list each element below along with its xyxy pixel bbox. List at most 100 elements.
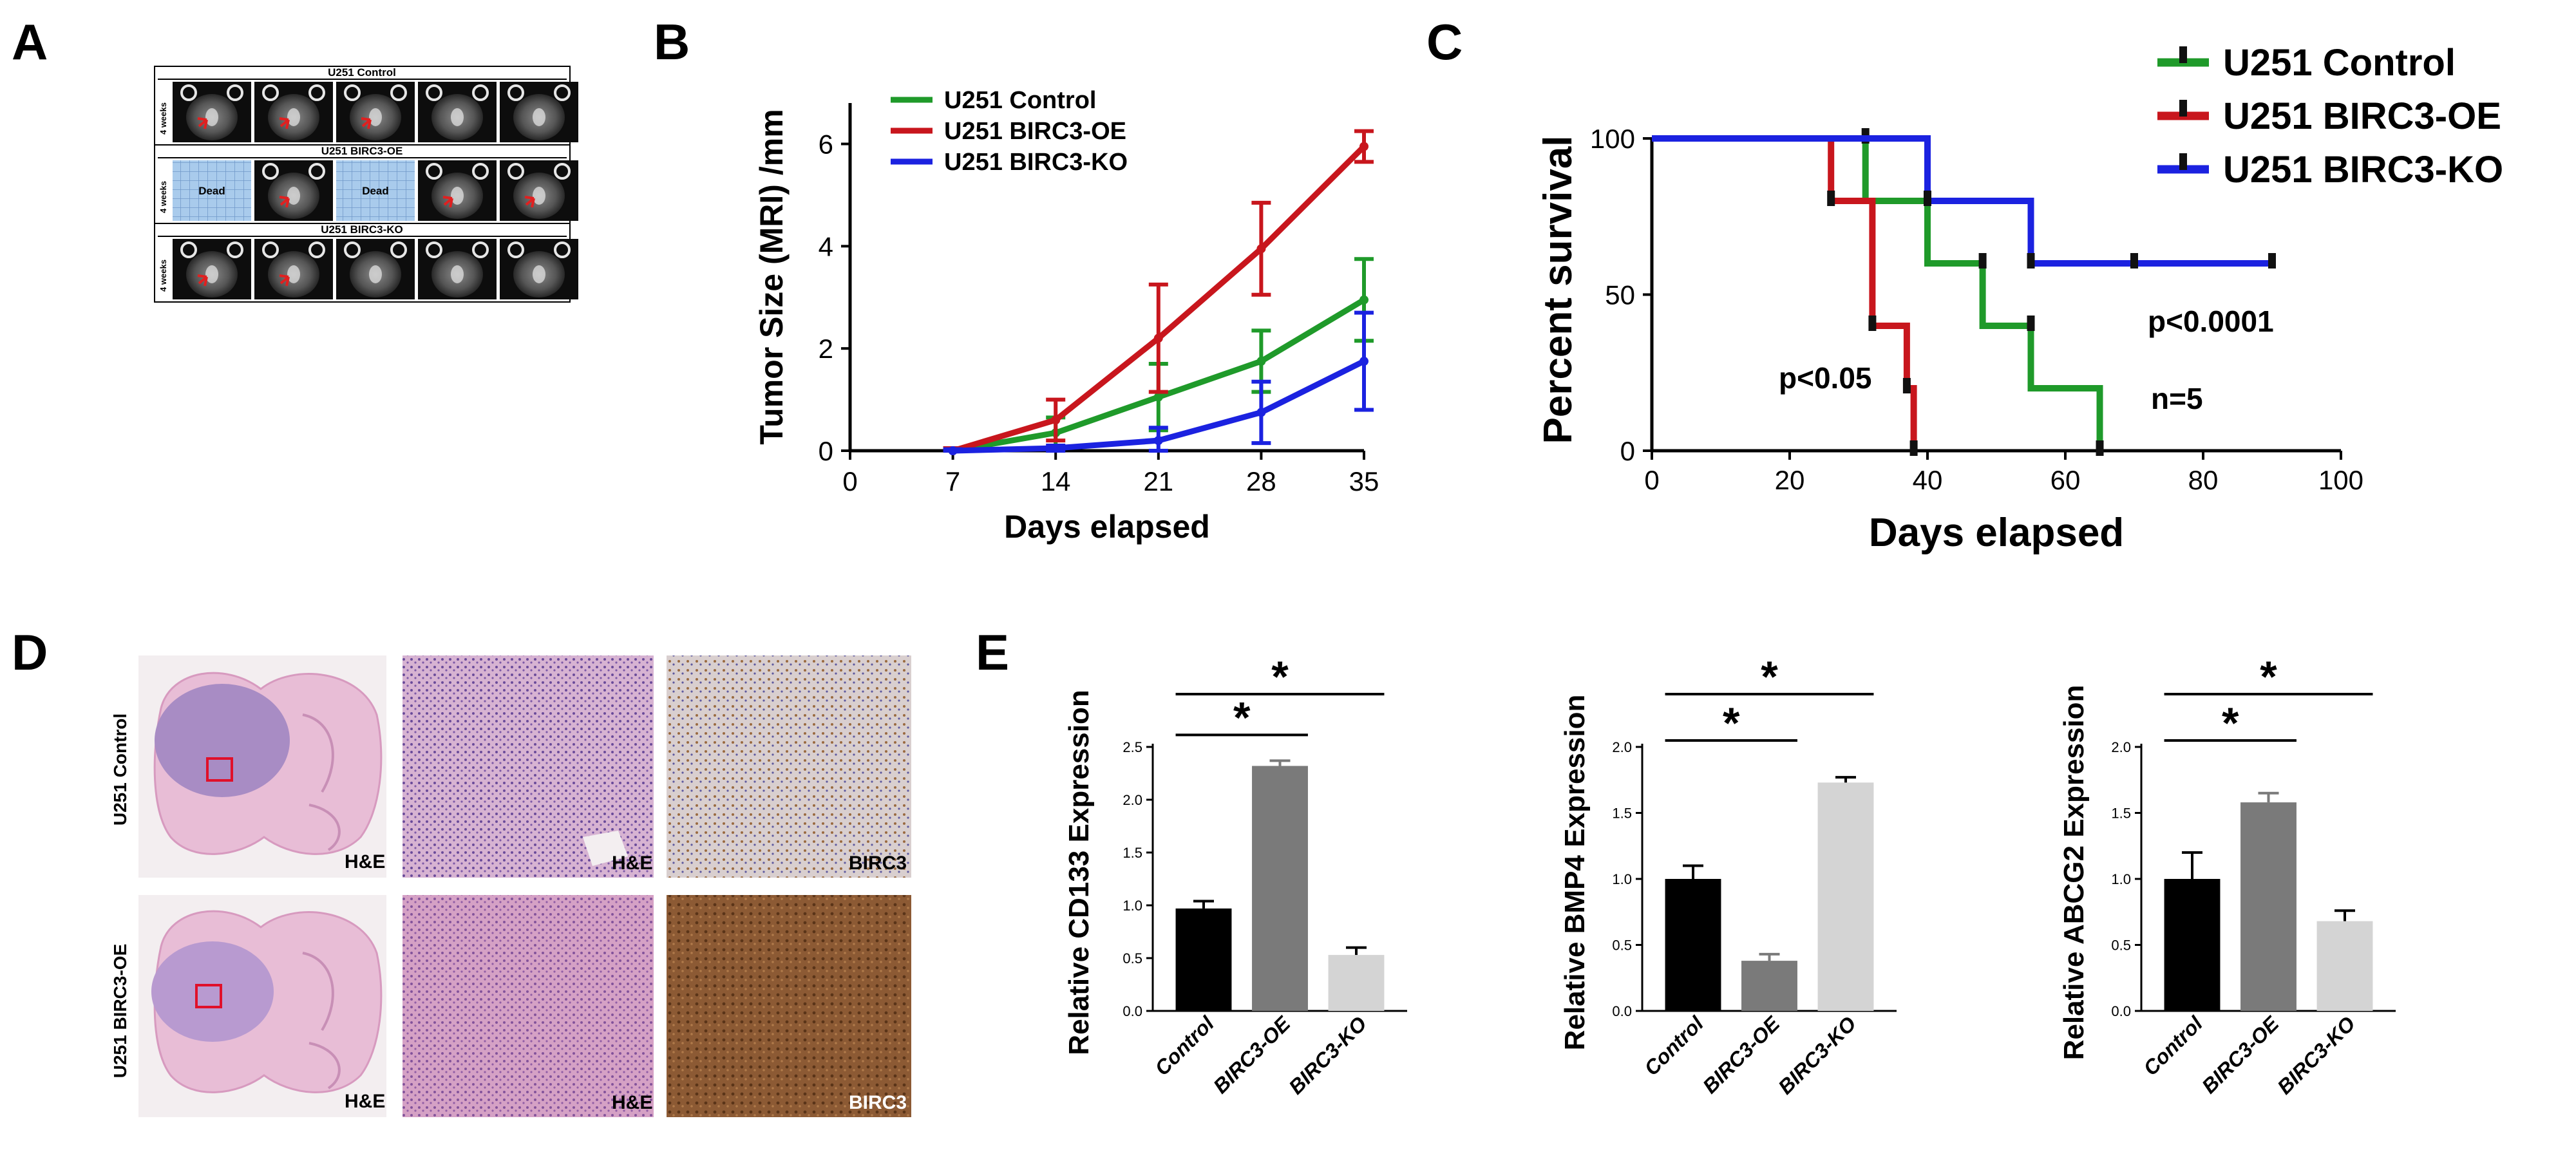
mri-row-title: U251 BIRC3-OE [321, 145, 403, 157]
y-tick-label: 2.5 [1122, 739, 1142, 755]
zoom-stain-label: BIRC3 [849, 1092, 907, 1113]
y-tick-label: 0.0 [2111, 1003, 2131, 1019]
tumor-arrow-icon [197, 274, 208, 287]
category-label: BIRC3-KO [2273, 1012, 2360, 1098]
legend-label-oe: U251 BIRC3-OE [944, 118, 1126, 145]
mri-eye-left [180, 241, 197, 258]
censor-mark [1978, 253, 1987, 269]
mri-eye-right [308, 163, 325, 180]
birc3-zoom-image [667, 655, 911, 878]
annotation-n: n=5 [2151, 382, 2203, 415]
he-slice-oe: H&E [138, 895, 386, 1117]
mri-eye-left [344, 241, 361, 258]
x-tick-label: 0 [842, 466, 857, 496]
data-point [1256, 408, 1266, 417]
y-tick-label: 6 [819, 129, 833, 160]
y-tick-label: 50 [1605, 280, 1635, 310]
panel-label-d: D [12, 624, 48, 681]
data-point [1153, 392, 1163, 402]
mri-eye-right [308, 84, 325, 101]
tumor-arrow-icon [442, 196, 453, 208]
x-axis-label: Days elapsed [1869, 511, 2124, 555]
panel-label-a: A [12, 14, 48, 70]
mri-eye-right [472, 84, 489, 101]
y-tick-label: 2.0 [1122, 792, 1142, 808]
mri-ventricle [205, 108, 218, 126]
mri-eye-left [426, 241, 442, 258]
birc3-zoom-image [667, 895, 911, 1117]
data-point [1153, 436, 1163, 446]
tumor-arrow-icon [279, 196, 290, 208]
mri-ventricle [451, 108, 464, 126]
x-tick-label: 21 [1143, 466, 1173, 496]
y-tick-label: 0.5 [1122, 950, 1142, 966]
slice-stain-label: H&E [345, 1091, 385, 1112]
y-tick-label: 1.0 [1122, 898, 1142, 914]
histology-grid: U251 Control U251 BIRC3-OE H&E H&E H&E [110, 655, 911, 1117]
tumor-mass [151, 941, 274, 1042]
mri-ventricle [287, 187, 300, 205]
annotation-p-ko: p<0.0001 [2148, 305, 2274, 338]
hippocampus-outline [302, 952, 341, 1089]
y-tick-label: 1.5 [1612, 806, 1632, 822]
zoom-box [195, 984, 222, 1008]
legend-censor-control [2179, 46, 2187, 63]
birc3-zoom-oe: BIRC3 [667, 895, 911, 1117]
mri-eye-right [554, 84, 571, 101]
mri-eye-left [507, 84, 524, 101]
mri-eye-left [507, 241, 524, 258]
bar [1741, 961, 1797, 1011]
category-label: BIRC3-KO [1284, 1012, 1371, 1098]
legend-label-oe: U251 BIRC3-OE [2223, 95, 2501, 137]
data-point [1359, 357, 1368, 366]
censor-mark [2027, 253, 2035, 269]
dead-label: Dead [198, 185, 225, 197]
birc3-zoom-control: BIRC3 [667, 655, 911, 878]
y-axis-label: Relative CD133 Expression [1063, 690, 1095, 1055]
censor-mark [1902, 378, 1911, 393]
bar [1175, 908, 1232, 1011]
he-zoom-oe: H&E [402, 895, 654, 1117]
annotation-p-oe: p<0.05 [1779, 361, 1872, 395]
significance-star: * [2222, 699, 2239, 748]
y-tick-label: 0 [1620, 436, 1635, 466]
tumor-arrow-icon [279, 117, 290, 129]
tumor-arrow-icon [524, 196, 535, 208]
survival-chart: Percent survival Days elapsed 0 20 40 60 80 1… [1536, 42, 2503, 555]
y-axis-label: Relative BMP4 Expression [1559, 695, 1591, 1051]
mri-eye-left [426, 163, 442, 180]
y-axis-label: Tumor Size (MRI) /mm [753, 109, 790, 444]
mri-eye-left [507, 163, 524, 180]
y-tick-label: 1.5 [1122, 845, 1142, 861]
significance-star: * [2260, 652, 2277, 701]
mri-row-title: U251 BIRC3-KO [321, 223, 403, 236]
data-point [1359, 295, 1368, 305]
mri-ventricle [287, 108, 300, 126]
data-point [1256, 357, 1266, 366]
category-label: BIRC3-OE [1698, 1011, 1785, 1098]
survival-line [1652, 135, 1917, 451]
legend: U251 Control U251 BIRC3-OE U251 BIRC3-KO [2157, 42, 2503, 191]
mri-eye-left [262, 84, 279, 101]
zoom-stain-label: BIRC3 [849, 853, 907, 874]
zoom-stain-label: H&E [612, 1092, 652, 1113]
mri-ventricle [369, 108, 382, 126]
bar [2164, 879, 2221, 1011]
mri-eye-left [344, 84, 361, 101]
legend-censor-ko [2179, 153, 2187, 170]
category-label: Control [2139, 1012, 2208, 1080]
mri-eye-right [227, 84, 243, 101]
tumor-size-chart: Tumor Size (MRI) /mm Days elapsed 0 7 14 21… [753, 87, 1379, 545]
x-tick-label: 7 [945, 466, 960, 496]
mri-ventricle [533, 265, 545, 283]
y-tick-label: 2 [819, 334, 833, 364]
legend-censor-oe [2179, 100, 2187, 117]
x-tick-label: 40 [1913, 465, 1943, 495]
significance-star: * [1233, 693, 1251, 742]
y-tick-label: 0.5 [1612, 938, 1632, 954]
legend-label-control: U251 Control [2223, 42, 2456, 84]
y-tick-label: 0.0 [1122, 1003, 1142, 1019]
mri-row-side-label: 4 weeks [158, 102, 168, 135]
dead-label: Dead [362, 185, 389, 197]
